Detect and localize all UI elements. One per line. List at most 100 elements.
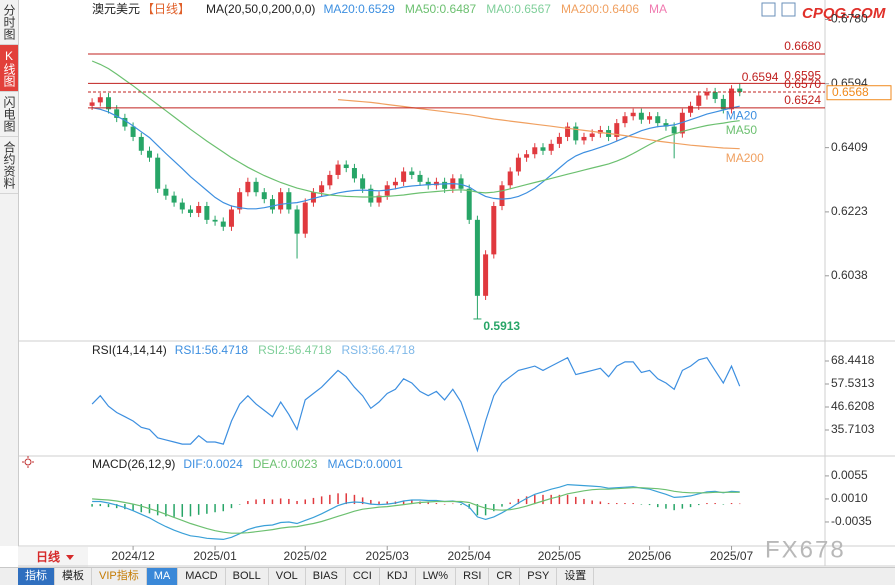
candle-body — [155, 157, 161, 189]
macd-bar — [493, 504, 495, 512]
toolbar-item[interactable]: VOL — [269, 568, 306, 585]
macd-bar — [583, 498, 585, 505]
macd-bar — [640, 504, 643, 505]
candle-body — [204, 206, 210, 220]
toolbar-item[interactable]: MACD — [178, 568, 226, 585]
x-tick-label: 2025/04 — [448, 549, 492, 563]
candle-body — [655, 116, 661, 124]
macd-bar — [730, 503, 733, 505]
x-tick-label: 2025/01 — [193, 549, 237, 563]
legend-entry: RSI1:56.4718 — [175, 343, 249, 357]
toolbar-item[interactable]: CCI — [346, 568, 380, 585]
toolbar-item[interactable]: BOLL — [226, 568, 269, 585]
candle-body — [425, 181, 431, 186]
dropdown-arrow[interactable] — [66, 555, 74, 560]
candle-body — [540, 147, 546, 151]
series-label: MA200 — [726, 151, 764, 165]
candle-body — [737, 88, 743, 93]
macd-bar — [698, 504, 700, 506]
candle-body — [581, 136, 587, 141]
macd-bar — [411, 500, 413, 505]
macd-bar — [624, 503, 626, 505]
toolbar-item[interactable]: RSI — [456, 568, 490, 585]
toolbar-icon[interactable] — [781, 2, 796, 17]
sidebar-tab[interactable]: 合约资料 — [0, 137, 18, 194]
macd-bar — [230, 504, 233, 509]
candle-body — [138, 136, 144, 151]
macd-bar — [124, 504, 126, 510]
candle-body — [261, 192, 267, 200]
macd-bar — [337, 493, 339, 505]
macd-bar — [714, 503, 716, 505]
chart-period: 【日线】 — [142, 2, 190, 16]
candle-body — [507, 171, 513, 186]
last-price-label: 0.6568 — [832, 85, 869, 99]
toolbar-item[interactable]: KDJ — [380, 568, 416, 585]
candle-body — [638, 112, 644, 120]
candle-body — [671, 126, 677, 134]
toolbar-item[interactable]: LW% — [416, 568, 457, 585]
macd-bar — [525, 496, 528, 505]
macd-bar — [189, 504, 192, 517]
candle-body — [458, 178, 464, 189]
series-line — [91, 60, 740, 198]
x-tick-label: 2025/03 — [366, 549, 410, 563]
low-label: 0.5913 — [483, 319, 520, 333]
candle-body — [573, 126, 579, 141]
candle-body — [163, 188, 169, 196]
toolbar-item[interactable]: MA — [146, 568, 179, 585]
macd-bar — [476, 504, 479, 516]
candle-body — [179, 202, 185, 210]
chart-title: 澳元美元 — [92, 2, 140, 16]
sidebar-tab[interactable]: K线图 — [0, 45, 18, 92]
candle-body — [704, 92, 710, 96]
toolbar-item[interactable]: 模板 — [55, 568, 92, 585]
macd-bar — [517, 498, 520, 505]
macd-bar — [181, 504, 184, 517]
y-tick-label: -0.0035 — [831, 514, 872, 528]
candle-body — [212, 219, 218, 222]
toolbar-item[interactable]: BIAS — [306, 568, 346, 585]
toolbar-item[interactable]: VIP指标 — [92, 568, 147, 585]
candle-body — [360, 178, 366, 189]
candle-body — [310, 192, 316, 203]
x-tick-label: 2025/06 — [628, 549, 672, 563]
indicator-name: RSI(14,14,14) — [92, 343, 167, 357]
macd-bar — [173, 504, 175, 517]
legend-entry: RSI2:56.4718 — [258, 343, 332, 357]
legend-entry: MA20:0.6529 — [323, 2, 395, 16]
toolbar-item[interactable]: CR — [489, 568, 521, 585]
candle-body — [442, 181, 448, 189]
candle-body — [97, 97, 103, 103]
sidebar-tab[interactable]: 分时图 — [0, 0, 18, 45]
macd-bar — [296, 500, 298, 505]
candle-body — [409, 171, 415, 175]
candle-body — [105, 97, 111, 110]
toolbar-item[interactable]: 指标 — [18, 568, 55, 585]
candle-body — [401, 171, 407, 182]
candle-body — [474, 219, 480, 296]
macd-bar — [501, 504, 503, 507]
candle-body — [663, 123, 669, 127]
series-line — [337, 99, 740, 150]
watermark-brand: FX678 — [765, 536, 846, 563]
candle-body — [302, 202, 308, 234]
toolbar-icon[interactable] — [761, 2, 776, 17]
macd-bar — [607, 503, 610, 505]
macd-bar — [312, 497, 315, 505]
candle-body — [688, 105, 694, 113]
macd-bar — [681, 504, 684, 509]
candle-body — [679, 112, 685, 134]
sidebar-tab[interactable]: 闪电图 — [0, 92, 18, 137]
toolbar-item[interactable]: 设置 — [557, 568, 595, 585]
legend-entry: DIF:0.0024 — [183, 457, 243, 471]
macd-bar — [452, 503, 454, 505]
y-tick-label: 57.5313 — [831, 376, 875, 390]
toolbar-item[interactable]: PSY — [520, 568, 558, 585]
macd-bar — [329, 494, 331, 505]
period-select[interactable]: 日线 — [36, 549, 60, 564]
price-level-label: 0.6595 — [784, 69, 821, 83]
candle-body — [696, 95, 702, 106]
